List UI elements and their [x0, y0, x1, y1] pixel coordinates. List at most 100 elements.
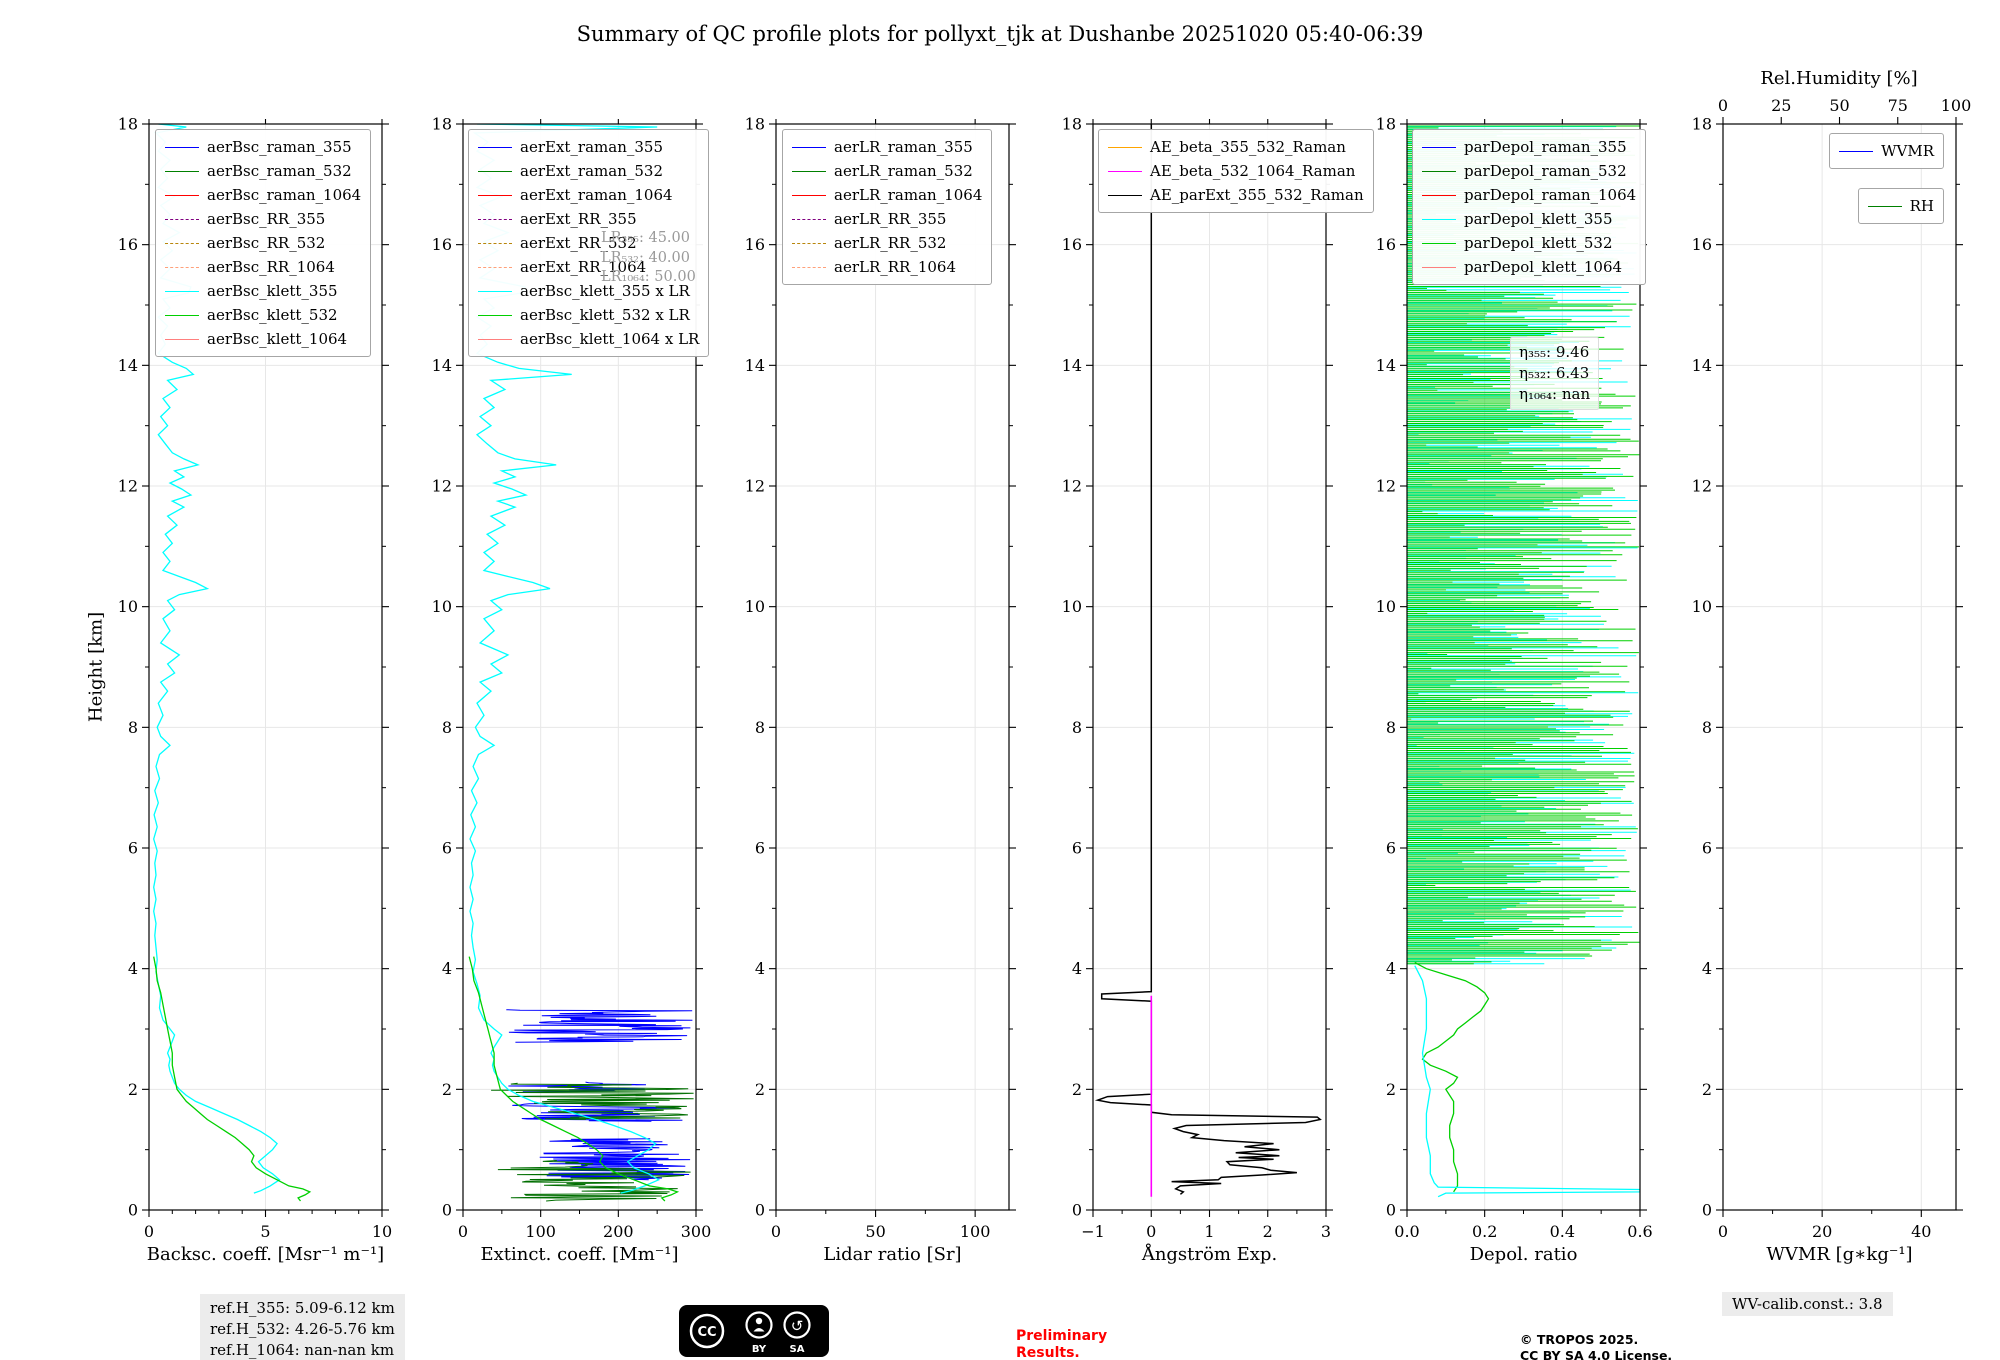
y-tick-label: 14 — [745, 356, 765, 375]
y-tick-label: 0 — [1702, 1201, 1712, 1220]
y-tick-label: 0 — [755, 1201, 765, 1220]
legend-item-label: aerBsc_RR_1064 — [207, 258, 335, 276]
legend-item-label: aerExt_raman_532 — [520, 162, 663, 180]
legend-item: aerExt_raman_355 — [478, 135, 699, 159]
legend-line-sample — [478, 146, 512, 148]
legend-item: aerBsc_raman_1064 — [165, 183, 361, 207]
legend-item: AE_beta_532_1064_Raman — [1108, 159, 1364, 183]
legend-item: aerBsc_raman_355 — [165, 135, 361, 159]
x-tick-label: 100 — [525, 1222, 556, 1241]
legend-line-sample — [1422, 266, 1456, 268]
legend-line-sample — [165, 266, 199, 268]
y-tick-label: 18 — [745, 115, 765, 134]
legend-item-label: aerLR_RR_1064 — [834, 258, 957, 276]
x-tick-label: 0.2 — [1472, 1222, 1497, 1241]
legend-item-label: aerLR_raman_1064 — [834, 186, 983, 204]
legend-item: aerLR_raman_532 — [792, 159, 982, 183]
legend-wvmr-1: RH — [1857, 188, 1944, 224]
attribution-person-icon — [745, 1311, 773, 1339]
series-parDepol_klett_355_low — [1414, 965, 1640, 1198]
y-tick-label: 4 — [1072, 959, 1082, 978]
legend-item-label: aerBsc_RR_355 — [207, 210, 326, 228]
cc-logo-icon — [689, 1313, 725, 1349]
share-alike-icon — [783, 1311, 811, 1339]
y-tick-label: 6 — [755, 839, 765, 858]
cc-badge-graphic: CC BY ↺ SA — [679, 1305, 829, 1357]
y-tick-label: 12 — [1062, 477, 1082, 496]
legend-item-label: aerExt_raman_355 — [520, 138, 663, 156]
x-tick-label: 0 — [771, 1222, 781, 1241]
legend-line-sample — [792, 266, 826, 268]
y-tick-label: 18 — [118, 115, 138, 134]
y-tick-label: 6 — [442, 839, 452, 858]
x-tick-label: 2 — [1263, 1222, 1273, 1241]
reference-height-box: ref.H_355: 5.09-6.12 km ref.H_532: 4.26-… — [200, 1294, 405, 1360]
y-tick-label: 18 — [1376, 115, 1396, 134]
legend-item-label: aerBsc_klett_355 — [207, 282, 338, 300]
y-tick-label: 4 — [1702, 959, 1712, 978]
legend-line-sample — [165, 314, 199, 316]
y-tick-label: 14 — [432, 356, 452, 375]
legend-item-label: aerExt_RR_532 — [520, 234, 637, 252]
legend-item-label: parDepol_raman_1064 — [1464, 186, 1637, 204]
legend-item-label: aerBsc_raman_532 — [207, 162, 352, 180]
y-tick-label: 14 — [118, 356, 138, 375]
legend-item: aerBsc_RR_355 — [165, 207, 361, 231]
lr-1064-value: LR₁₀₆₄: 50.00 — [601, 269, 696, 285]
y-tick-label: 6 — [128, 839, 138, 858]
legend-line-sample — [1839, 150, 1874, 152]
legend-item: aerBsc_klett_1064 x LR — [478, 327, 699, 351]
legend-item: aerLR_raman_1064 — [792, 183, 982, 207]
xlabel-backscatter: Backsc. coeff. [Msr⁻¹ m⁻¹] — [146, 1244, 385, 1265]
legend-item-label: aerLR_raman_532 — [834, 162, 973, 180]
band-aerExt_raman_532 — [497, 1160, 691, 1202]
legend-item-label: aerExt_RR_355 — [520, 210, 637, 228]
y-tick-label: 4 — [128, 959, 138, 978]
legend-item: aerBsc_raman_532 — [165, 159, 361, 183]
legend-item: parDepol_raman_532 — [1422, 159, 1636, 183]
y-tick-label: 16 — [1062, 235, 1082, 254]
top-tick-label: 50 — [1829, 96, 1849, 115]
x-tick-label: 3 — [1321, 1222, 1331, 1241]
legend-line-sample — [1422, 146, 1456, 148]
legend-item: aerLR_RR_355 — [792, 207, 982, 231]
lr-355-value: LR₃₅₅: 45.00 — [601, 230, 690, 246]
xlabel-lidar-ratio: Lidar ratio [Sr] — [823, 1244, 962, 1265]
xlabel-extinction: Extinct. coeff. [Mm⁻¹] — [480, 1244, 679, 1265]
y-tick-label: 16 — [118, 235, 138, 254]
sa-label: SA — [790, 1344, 805, 1355]
y-tick-label: 4 — [755, 959, 765, 978]
legend-item-label: aerBsc_klett_532 x LR — [520, 306, 690, 324]
x-tick-label: 1 — [1204, 1222, 1214, 1241]
x-tick-label: 0 — [1718, 1222, 1728, 1241]
legend-item-label: aerLR_RR_532 — [834, 234, 947, 252]
person-body — [753, 1328, 765, 1332]
legend-item-label: aerBsc_RR_532 — [207, 234, 326, 252]
legend-line-sample — [1867, 205, 1902, 207]
legend-item: AE_beta_355_532_Raman — [1108, 135, 1364, 159]
x-tick-label: 0 — [1146, 1222, 1156, 1241]
xlabel-wvmr: WVMR [g∗kg⁻¹] — [1766, 1244, 1913, 1265]
y-tick-label: 14 — [1692, 356, 1712, 375]
legend-line-sample — [165, 338, 199, 340]
legend-line-sample — [165, 146, 199, 148]
x-tick-label: 0.6 — [1627, 1222, 1652, 1241]
y-tick-label: 6 — [1386, 839, 1396, 858]
top-tick-label: 100 — [1941, 96, 1972, 115]
x-tick-label: 0 — [458, 1222, 468, 1241]
legend-item: aerBsc_klett_532 — [165, 303, 361, 327]
legend-line-sample — [165, 242, 199, 244]
y-tick-label: 6 — [1702, 839, 1712, 858]
y-tick-label: 16 — [1376, 235, 1396, 254]
band-aerExt_raman_532 — [491, 1082, 694, 1120]
band-aerExt_raman_355 — [506, 1009, 693, 1043]
legend-line-sample — [792, 218, 826, 220]
series-aerBsc_klett_532_x_LR — [468, 956, 680, 1202]
y-tick-label: 18 — [1692, 115, 1712, 134]
legend-line-sample — [478, 290, 512, 292]
legend-item: aerBsc_klett_532 x LR — [478, 303, 699, 327]
legend-line-sample — [478, 338, 512, 340]
legend-line-sample — [792, 170, 826, 172]
